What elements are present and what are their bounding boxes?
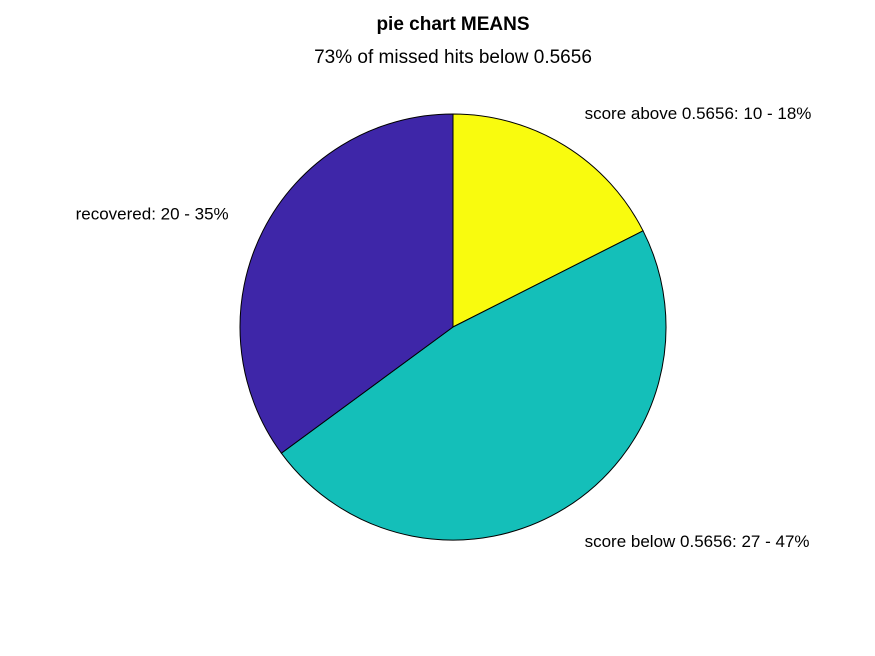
chart-title: pie chart MEANS (376, 14, 529, 35)
pie-slice-label-3: recovered: 20 - 35% (76, 205, 229, 224)
pie-slice-label-2: score below 0.5656: 27 - 47% (585, 532, 810, 551)
pie-slice-label-1: score above 0.5656: 10 - 18% (585, 104, 812, 123)
chart-subtitle: 73% of missed hits below 0.5656 (314, 47, 592, 68)
pie-labels: score above 0.5656: 10 - 18% score below … (76, 104, 812, 551)
pie-slice-1 (452, 113, 644, 328)
pie-slice-3 (239, 113, 454, 454)
pie-slices (239, 113, 667, 541)
pie-slice-2 (280, 230, 667, 541)
